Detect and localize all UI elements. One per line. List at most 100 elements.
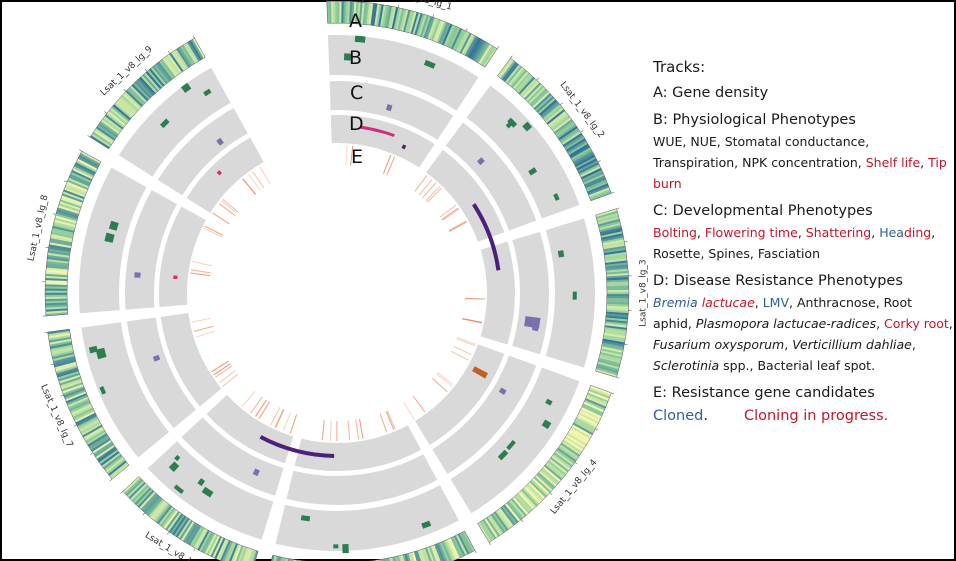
physiological-mark: [342, 544, 349, 554]
gene-density-bin: [173, 516, 188, 537]
gene-density-bin: [538, 470, 557, 488]
gene-density-bin: [577, 160, 599, 173]
gene-density-bin: [402, 554, 407, 561]
gene-density-bin: [65, 393, 88, 404]
gene-density-bin: [224, 541, 235, 561]
developmental-track-segment: [157, 107, 248, 196]
gene-density-bin: [136, 79, 153, 98]
gene-density-bin: [356, 1, 361, 24]
gene-density-bin: [543, 464, 563, 481]
gene-density-bin: [46, 262, 69, 268]
legend-d-title: D: Disease Resistance Phenotypes: [653, 273, 903, 289]
gene-density-bin: [461, 33, 474, 55]
gene-density-bin: [72, 407, 94, 419]
gene-density-bin: [182, 522, 197, 543]
resistance-gene-tick: [321, 420, 325, 441]
gene-density-bin: [139, 76, 156, 95]
resistance-gene-tick: [418, 179, 433, 196]
gene-density-bin: [404, 553, 409, 561]
gene-density-bin: [605, 258, 628, 264]
gene-density-bin: [578, 412, 599, 425]
gene-density-bin: [162, 57, 178, 77]
axis-tick: [597, 160, 601, 163]
gene-density-bin: [507, 500, 524, 520]
gene-density-bin: [425, 17, 436, 39]
gene-density-bin: [54, 361, 77, 370]
gene-density-bin: [521, 79, 539, 98]
gene-density-bin: [565, 138, 586, 152]
gene-density-bin: [214, 537, 226, 559]
gene-density-bin: [574, 419, 596, 432]
gene-density-bin: [597, 214, 619, 223]
gene-density-bin: [172, 50, 187, 70]
developmental-track-segment: [512, 231, 549, 355]
gene-density-bin: [601, 233, 624, 240]
gene-density-bin: [579, 164, 601, 176]
gene-density-bin: [603, 334, 626, 341]
gene-density-bin: [602, 237, 625, 244]
gene-density-bin: [405, 10, 413, 33]
resistance-gene-tick: [255, 399, 267, 417]
gene-density-bin: [45, 312, 68, 316]
gene-density-bin: [414, 13, 423, 35]
gene-density-bin: [48, 244, 71, 250]
developmental-track-segment: [329, 80, 454, 140]
gene-density-bin: [152, 65, 168, 84]
gene-density-bin: [331, 1, 334, 24]
gene-density-bin: [45, 288, 68, 291]
gene-density-bin: [219, 540, 231, 561]
gene-density-bin: [541, 467, 560, 484]
gene-density-bin: [519, 78, 537, 96]
resistance-gene-tick: [414, 175, 428, 192]
gene-density-bin: [564, 136, 585, 151]
gene-density-bin: [459, 532, 472, 554]
gene-density-bin: [537, 472, 556, 489]
gene-density-bin: [582, 403, 604, 415]
gene-density-bin: [216, 538, 228, 560]
gene-density-bin: [372, 3, 378, 26]
resistance-gene-tick: [442, 208, 460, 221]
gene-density-bin: [506, 65, 523, 85]
resistance-gene-tick: [329, 420, 332, 441]
legend-c-title: C: Developmental Phenotypes: [653, 203, 873, 219]
gene-density-bin: [137, 77, 155, 96]
gene-density-bin: [48, 248, 71, 254]
developmental-track-segment: [125, 190, 178, 310]
gene-density-bin: [61, 382, 83, 392]
gene-density-bin: [570, 426, 592, 440]
gene-density-bin: [104, 114, 124, 130]
resistance-gene-tick: [282, 412, 292, 432]
gene-density-bin: [606, 294, 629, 297]
gene-density-bin: [51, 348, 74, 356]
resistance-gene-tick: [439, 204, 457, 218]
legend-d-items: Bremia lactucae, LMV, Anthracnose, Root …: [653, 292, 953, 376]
physiological-mark: [173, 484, 185, 494]
gene-density-bin: [48, 332, 71, 339]
resistance-gene-tick: [211, 360, 229, 373]
gene-density-bin: [124, 91, 142, 109]
disease-track-segment: [330, 115, 435, 168]
gene-density-bin: [128, 86, 146, 104]
gene-density-bin: [378, 4, 384, 27]
gene-density-bin: [57, 205, 80, 214]
gene-density-bin: [471, 39, 485, 61]
physiological-mark: [497, 449, 509, 461]
gene-density-bin: [57, 370, 80, 380]
gene-density-bin: [73, 165, 94, 178]
gene-density-bin: [57, 207, 79, 216]
gene-density-bin: [102, 454, 122, 470]
resistance-gene-tick: [248, 174, 261, 191]
gene-density-bin: [602, 338, 625, 345]
axis-tick: [109, 478, 113, 482]
gene-density-bin: [412, 12, 421, 35]
gene-density-bin: [563, 134, 584, 149]
gene-density-bin: [86, 431, 107, 445]
gene-density-bin: [391, 7, 399, 30]
gene-density-bin: [598, 218, 621, 227]
resistance-gene-tick: [241, 390, 256, 407]
gene-density-bin: [135, 488, 153, 507]
gene-density-bin: [606, 305, 629, 310]
legend-cloned-suffix: .: [703, 408, 708, 424]
gene-density-bin: [167, 53, 183, 74]
gene-density-bin: [443, 24, 455, 46]
